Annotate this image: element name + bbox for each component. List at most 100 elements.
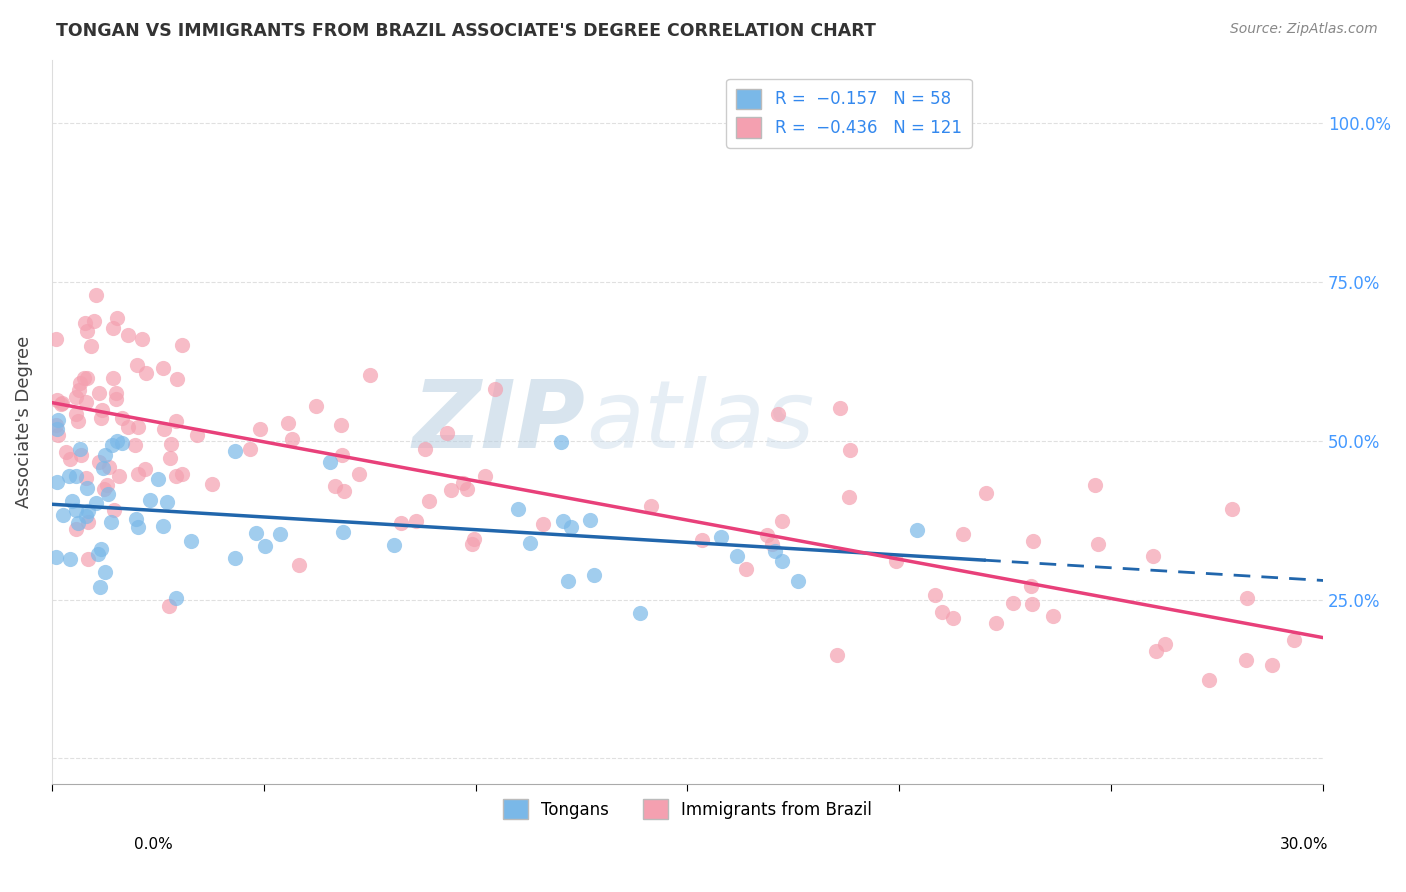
Point xyxy=(58,469,80,483)
Point xyxy=(463,532,485,546)
Point xyxy=(46,412,69,426)
Text: ZIP: ZIP xyxy=(413,376,586,467)
Point xyxy=(159,450,181,465)
Point xyxy=(224,444,246,458)
Point xyxy=(786,574,808,588)
Point xyxy=(103,502,125,516)
Point xyxy=(65,390,87,404)
Y-axis label: Associate's Degree: Associate's Degree xyxy=(15,335,32,508)
Point xyxy=(51,397,73,411)
Point xyxy=(165,414,187,428)
Point xyxy=(93,448,115,462)
Point xyxy=(69,376,91,391)
Point xyxy=(725,549,748,564)
Point xyxy=(305,399,328,413)
Point xyxy=(1236,591,1258,605)
Point xyxy=(170,467,193,481)
Point xyxy=(838,443,860,458)
Point xyxy=(66,516,89,531)
Point xyxy=(90,541,112,556)
Point xyxy=(48,428,70,442)
Point xyxy=(152,519,174,533)
Point xyxy=(67,414,90,428)
Point xyxy=(153,422,176,436)
Point xyxy=(89,386,111,401)
Point xyxy=(65,523,87,537)
Point xyxy=(77,515,100,529)
Point xyxy=(332,524,354,539)
Point xyxy=(382,538,405,552)
Point xyxy=(105,310,128,325)
Point xyxy=(86,547,108,561)
Point xyxy=(165,591,187,606)
Point xyxy=(389,516,412,530)
Point xyxy=(1084,478,1107,492)
Point xyxy=(1021,597,1043,611)
Point xyxy=(97,460,120,475)
Point xyxy=(924,589,946,603)
Point xyxy=(72,370,94,384)
Point xyxy=(55,445,77,459)
Point xyxy=(157,599,180,614)
Point xyxy=(1042,608,1064,623)
Point xyxy=(77,504,100,518)
Point xyxy=(942,611,965,625)
Point xyxy=(451,476,474,491)
Point xyxy=(269,527,291,541)
Point xyxy=(67,384,90,398)
Point xyxy=(436,426,458,441)
Point xyxy=(1087,536,1109,550)
Point xyxy=(474,468,496,483)
Point xyxy=(69,442,91,456)
Point xyxy=(319,455,342,469)
Point xyxy=(135,366,157,380)
Point xyxy=(152,360,174,375)
Point xyxy=(94,565,117,579)
Point xyxy=(557,574,579,589)
Point xyxy=(180,533,202,548)
Point xyxy=(45,417,67,432)
Point xyxy=(84,288,107,302)
Point xyxy=(83,314,105,328)
Point xyxy=(65,407,87,421)
Point xyxy=(1154,637,1177,651)
Point xyxy=(60,494,83,508)
Point xyxy=(104,392,127,406)
Point xyxy=(1220,501,1243,516)
Point xyxy=(70,449,93,463)
Point xyxy=(46,393,69,408)
Point xyxy=(75,395,97,409)
Point xyxy=(96,478,118,492)
Point xyxy=(90,411,112,425)
Point xyxy=(172,337,194,351)
Point xyxy=(77,552,100,566)
Point xyxy=(756,527,779,541)
Point xyxy=(905,524,928,538)
Text: atlas: atlas xyxy=(586,376,814,467)
Point xyxy=(560,519,582,533)
Point xyxy=(239,442,262,456)
Point xyxy=(93,482,115,496)
Point xyxy=(224,550,246,565)
Point xyxy=(127,520,149,534)
Text: 0.0%: 0.0% xyxy=(134,838,173,852)
Point xyxy=(531,517,554,532)
Point xyxy=(146,473,169,487)
Point xyxy=(1022,534,1045,549)
Point xyxy=(519,536,541,550)
Point xyxy=(73,317,96,331)
Point xyxy=(413,442,436,456)
Point xyxy=(332,483,354,498)
Point xyxy=(139,493,162,508)
Point xyxy=(127,419,149,434)
Point xyxy=(125,512,148,526)
Point xyxy=(91,461,114,475)
Point xyxy=(134,461,156,475)
Point xyxy=(287,558,309,572)
Point xyxy=(974,486,997,500)
Text: 30.0%: 30.0% xyxy=(1281,838,1329,852)
Point xyxy=(249,422,271,436)
Point xyxy=(1001,596,1024,610)
Point xyxy=(79,339,101,353)
Point xyxy=(45,549,67,564)
